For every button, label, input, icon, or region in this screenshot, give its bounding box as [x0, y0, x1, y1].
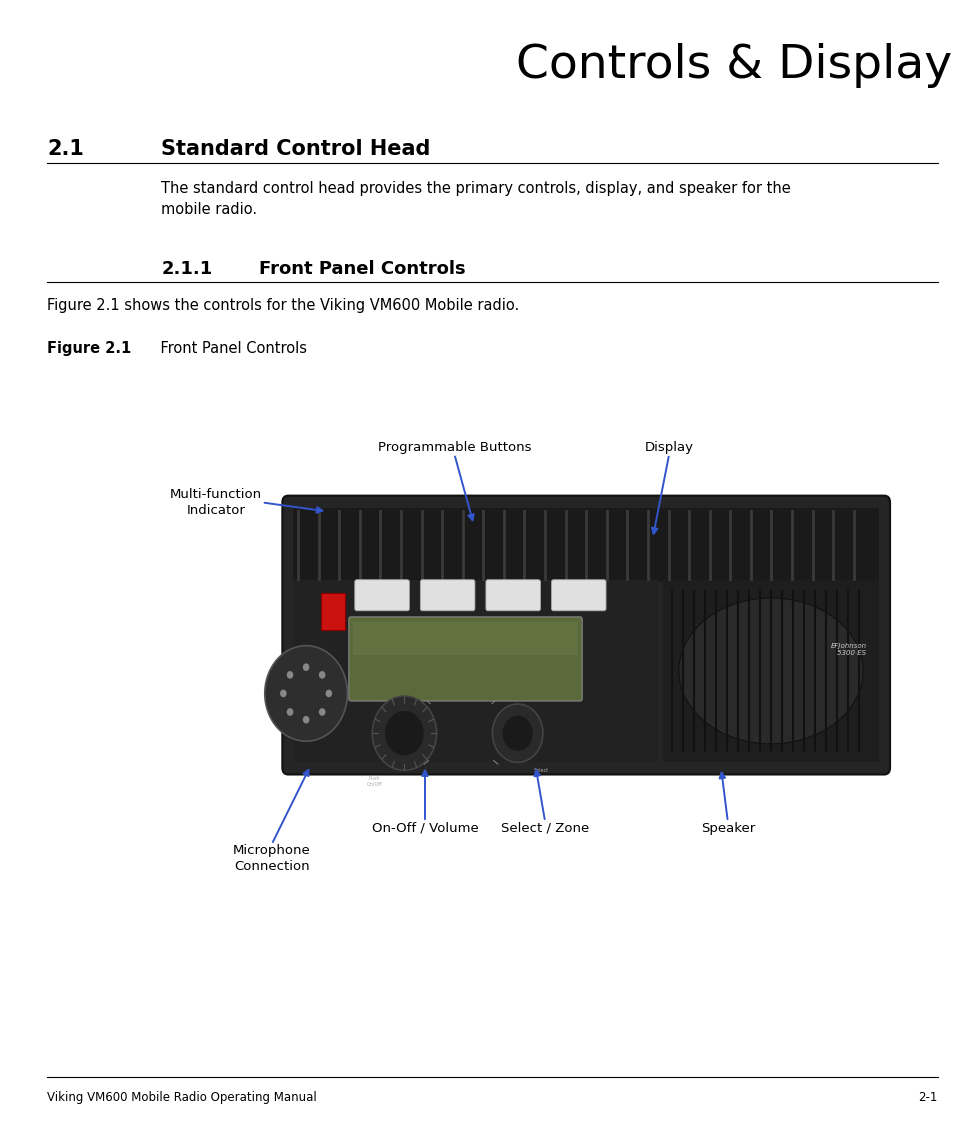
Text: Speaker: Speaker	[701, 822, 755, 835]
Bar	[321, 593, 345, 630]
Text: EFJohnson
5300 ES: EFJohnson 5300 ES	[830, 642, 867, 656]
Text: 2-1: 2-1	[918, 1091, 938, 1104]
Text: Select: Select	[534, 768, 549, 773]
Circle shape	[303, 664, 310, 671]
Text: The standard control head provides the primary controls, display, and speaker fo: The standard control head provides the p…	[161, 181, 791, 217]
Bar	[293, 580, 658, 762]
FancyBboxPatch shape	[420, 580, 475, 611]
Bar	[353, 622, 578, 655]
Text: Figure 2.1: Figure 2.1	[47, 341, 131, 356]
Text: Push
On/Off: Push On/Off	[366, 776, 383, 787]
Text: Programmable Buttons: Programmable Buttons	[377, 440, 531, 454]
Text: 2.1: 2.1	[47, 139, 84, 159]
FancyBboxPatch shape	[486, 580, 540, 611]
FancyBboxPatch shape	[282, 496, 890, 774]
Circle shape	[385, 711, 424, 755]
Circle shape	[319, 708, 325, 716]
Circle shape	[325, 690, 332, 698]
Text: On-Off / Volume: On-Off / Volume	[371, 822, 479, 835]
FancyBboxPatch shape	[349, 616, 582, 701]
Bar	[293, 508, 879, 581]
Bar	[662, 580, 879, 762]
FancyBboxPatch shape	[355, 580, 409, 611]
Circle shape	[280, 690, 286, 698]
Text: Controls & Display: Controls & Display	[516, 43, 953, 88]
Text: Front Panel Controls: Front Panel Controls	[259, 260, 465, 278]
Circle shape	[492, 704, 543, 762]
Text: 2.1.1: 2.1.1	[161, 260, 212, 278]
Circle shape	[502, 716, 532, 751]
FancyBboxPatch shape	[551, 580, 606, 611]
Circle shape	[303, 716, 310, 724]
Circle shape	[372, 697, 437, 770]
Text: Multi-function
Indicator: Multi-function Indicator	[170, 488, 262, 517]
Text: Figure 2.1 shows the controls for the Viking VM600 Mobile radio.: Figure 2.1 shows the controls for the Vi…	[47, 298, 519, 313]
Circle shape	[265, 646, 348, 741]
Text: Front Panel Controls: Front Panel Controls	[142, 341, 307, 356]
Text: Standard Control Head: Standard Control Head	[161, 139, 431, 159]
Circle shape	[319, 671, 325, 679]
Text: Display: Display	[645, 440, 694, 454]
Text: Microphone
Connection: Microphone Connection	[233, 844, 311, 874]
Circle shape	[286, 671, 293, 679]
Text: Select / Zone: Select / Zone	[501, 822, 589, 835]
Circle shape	[286, 708, 293, 716]
Ellipse shape	[679, 598, 863, 744]
Text: Viking VM600 Mobile Radio Operating Manual: Viking VM600 Mobile Radio Operating Manu…	[47, 1091, 317, 1104]
